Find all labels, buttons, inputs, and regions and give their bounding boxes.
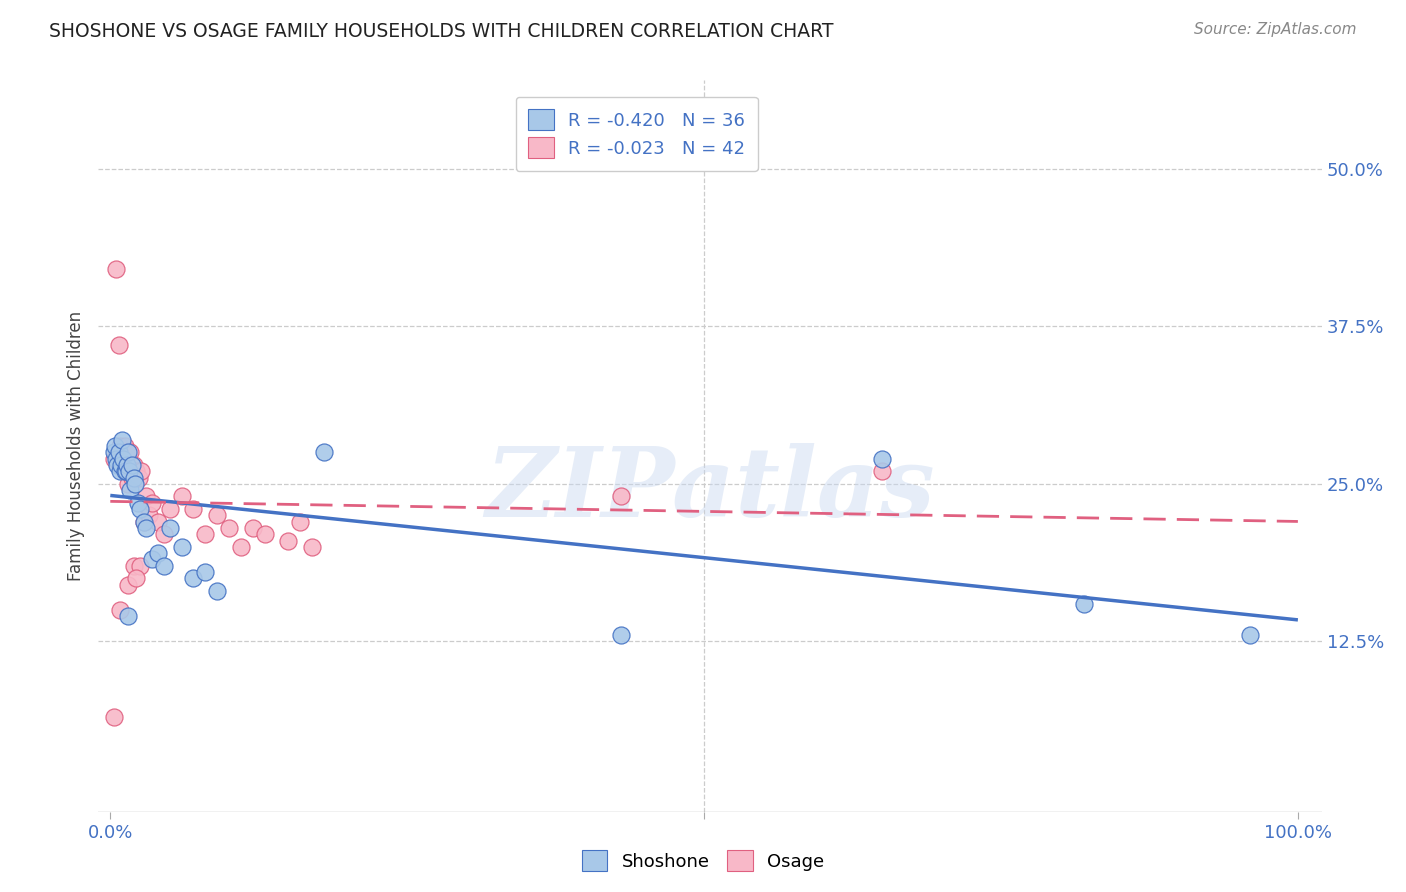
Point xyxy=(103,710,125,724)
Point xyxy=(129,502,152,516)
Point xyxy=(1239,628,1261,642)
Point xyxy=(194,565,217,579)
Point xyxy=(114,445,136,459)
Point xyxy=(124,476,146,491)
Point xyxy=(118,464,141,478)
Point xyxy=(242,521,264,535)
Point xyxy=(114,439,136,453)
Point xyxy=(105,262,128,277)
Point xyxy=(610,490,633,504)
Point xyxy=(118,464,141,478)
Point xyxy=(135,521,157,535)
Point xyxy=(183,571,205,585)
Point xyxy=(870,451,893,466)
Point xyxy=(135,490,157,504)
Point xyxy=(218,521,240,535)
Point xyxy=(129,464,152,478)
Point xyxy=(103,451,125,466)
Point xyxy=(117,476,139,491)
Point xyxy=(170,490,193,504)
Point xyxy=(114,464,136,478)
Point xyxy=(122,558,145,573)
Point xyxy=(121,458,143,472)
Point xyxy=(183,502,205,516)
Text: ZIPatlas: ZIPatlas xyxy=(485,443,935,537)
Point xyxy=(194,527,217,541)
Point xyxy=(127,496,149,510)
Point xyxy=(141,496,163,510)
Point xyxy=(120,445,142,459)
Point xyxy=(159,502,181,516)
Point xyxy=(146,546,169,560)
Point xyxy=(125,571,148,585)
Point xyxy=(312,445,335,459)
Point xyxy=(107,458,129,472)
Point xyxy=(108,603,131,617)
Text: SHOSHONE VS OSAGE FAMILY HOUSEHOLDS WITH CHILDREN CORRELATION CHART: SHOSHONE VS OSAGE FAMILY HOUSEHOLDS WITH… xyxy=(49,22,834,41)
Point xyxy=(105,451,128,466)
Point xyxy=(112,451,135,466)
Point xyxy=(132,515,155,529)
Point xyxy=(122,458,145,472)
Point xyxy=(146,515,169,529)
Point xyxy=(205,508,228,523)
Point xyxy=(108,439,131,453)
Point xyxy=(253,527,276,541)
Text: Source: ZipAtlas.com: Source: ZipAtlas.com xyxy=(1194,22,1357,37)
Point xyxy=(141,552,163,566)
Y-axis label: Family Households with Children: Family Households with Children xyxy=(67,311,86,581)
Point xyxy=(120,483,142,497)
Point xyxy=(129,558,152,573)
Point xyxy=(138,508,160,523)
Point xyxy=(170,540,193,554)
Point xyxy=(152,558,174,573)
Point xyxy=(117,445,139,459)
Point xyxy=(124,470,146,484)
Point xyxy=(132,515,155,529)
Point xyxy=(159,521,181,535)
Point xyxy=(115,458,138,472)
Point xyxy=(870,464,893,478)
Point xyxy=(301,540,323,554)
Point xyxy=(277,533,299,548)
Point xyxy=(110,458,132,472)
Point xyxy=(108,464,131,478)
Point xyxy=(229,540,252,554)
Point xyxy=(107,338,129,352)
Point xyxy=(117,578,139,592)
Point xyxy=(121,470,143,484)
Point xyxy=(111,451,134,466)
Point xyxy=(125,464,148,478)
Point xyxy=(117,609,139,624)
Point xyxy=(114,464,136,478)
Point xyxy=(1073,597,1095,611)
Point xyxy=(111,433,134,447)
Point xyxy=(128,470,150,484)
Point xyxy=(122,470,145,484)
Legend: R = -0.420   N = 36, R = -0.023   N = 42: R = -0.420 N = 36, R = -0.023 N = 42 xyxy=(516,96,758,171)
Point xyxy=(103,445,125,459)
Point xyxy=(107,445,129,459)
Point xyxy=(610,628,633,642)
Point xyxy=(205,584,228,599)
Point xyxy=(104,439,127,453)
Legend: Shoshone, Osage: Shoshone, Osage xyxy=(575,843,831,879)
Point xyxy=(290,515,312,529)
Point xyxy=(152,527,174,541)
